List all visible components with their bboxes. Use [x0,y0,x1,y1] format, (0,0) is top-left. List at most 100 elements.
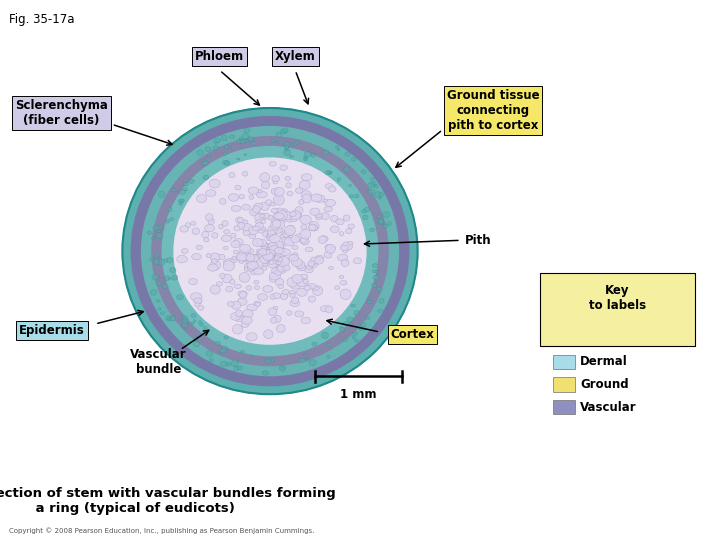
Ellipse shape [230,279,235,284]
Ellipse shape [184,188,188,191]
Ellipse shape [330,215,338,222]
Ellipse shape [340,246,348,251]
Ellipse shape [228,301,234,307]
Ellipse shape [255,302,261,306]
Ellipse shape [188,179,194,183]
Ellipse shape [276,254,284,261]
Ellipse shape [244,128,250,133]
Ellipse shape [308,261,315,267]
Ellipse shape [286,215,293,222]
Ellipse shape [267,230,276,235]
Ellipse shape [305,359,309,362]
Ellipse shape [266,248,274,253]
Ellipse shape [202,160,208,166]
Ellipse shape [161,312,165,314]
Ellipse shape [282,128,288,133]
Ellipse shape [205,147,211,152]
Ellipse shape [194,339,197,342]
Ellipse shape [266,254,271,259]
Ellipse shape [235,315,244,322]
Ellipse shape [271,359,275,361]
Ellipse shape [286,233,290,235]
Ellipse shape [297,264,306,271]
Ellipse shape [207,350,213,356]
Ellipse shape [177,255,187,263]
Ellipse shape [245,253,252,260]
Ellipse shape [222,160,229,165]
Ellipse shape [158,308,161,310]
Ellipse shape [320,306,330,312]
Ellipse shape [290,282,301,289]
Ellipse shape [297,288,307,296]
Ellipse shape [248,138,251,140]
Ellipse shape [193,298,202,303]
Ellipse shape [248,264,256,271]
Ellipse shape [301,191,311,199]
Ellipse shape [222,274,232,283]
Ellipse shape [343,167,350,172]
Text: Epidermis: Epidermis [19,324,85,337]
Ellipse shape [253,268,264,274]
Ellipse shape [262,266,267,271]
Ellipse shape [248,226,258,234]
Ellipse shape [310,360,316,366]
Ellipse shape [268,225,278,233]
Ellipse shape [267,233,273,237]
FancyBboxPatch shape [540,273,695,346]
Ellipse shape [229,172,235,178]
Text: 1 mm: 1 mm [340,388,377,401]
Ellipse shape [318,236,327,244]
Ellipse shape [299,200,304,205]
Ellipse shape [269,260,274,265]
Ellipse shape [287,225,294,230]
Ellipse shape [277,265,285,272]
Ellipse shape [210,285,220,294]
Ellipse shape [207,155,211,158]
Ellipse shape [345,152,350,156]
Ellipse shape [378,218,384,224]
Ellipse shape [320,236,328,241]
Ellipse shape [312,286,319,291]
Ellipse shape [240,350,244,353]
Text: Xylem: Xylem [275,50,315,63]
Ellipse shape [279,248,291,255]
Ellipse shape [266,358,269,361]
Ellipse shape [295,234,305,241]
Ellipse shape [282,231,289,235]
Ellipse shape [324,251,332,258]
Ellipse shape [170,218,174,221]
Ellipse shape [274,212,284,220]
Ellipse shape [265,253,274,259]
Ellipse shape [204,238,209,242]
Ellipse shape [292,297,299,303]
Ellipse shape [241,316,252,324]
Ellipse shape [284,237,294,246]
Ellipse shape [196,299,202,304]
Text: Fig. 35-17a: Fig. 35-17a [9,13,74,26]
Ellipse shape [379,197,382,199]
Ellipse shape [274,208,285,215]
Ellipse shape [337,148,340,151]
Ellipse shape [253,206,261,213]
Ellipse shape [214,138,221,143]
Ellipse shape [249,254,259,261]
Ellipse shape [304,156,307,159]
Ellipse shape [280,129,287,134]
Ellipse shape [382,224,387,228]
Ellipse shape [179,199,184,202]
Ellipse shape [250,255,258,262]
Ellipse shape [266,244,276,252]
Ellipse shape [303,279,309,284]
Ellipse shape [199,323,204,326]
Ellipse shape [359,326,365,330]
Ellipse shape [258,294,268,300]
Ellipse shape [193,341,199,347]
Ellipse shape [292,143,297,146]
Ellipse shape [236,139,241,144]
Ellipse shape [249,234,256,239]
Ellipse shape [289,254,299,261]
Ellipse shape [220,361,228,366]
Ellipse shape [218,254,225,260]
Ellipse shape [284,142,290,147]
Ellipse shape [235,310,243,317]
